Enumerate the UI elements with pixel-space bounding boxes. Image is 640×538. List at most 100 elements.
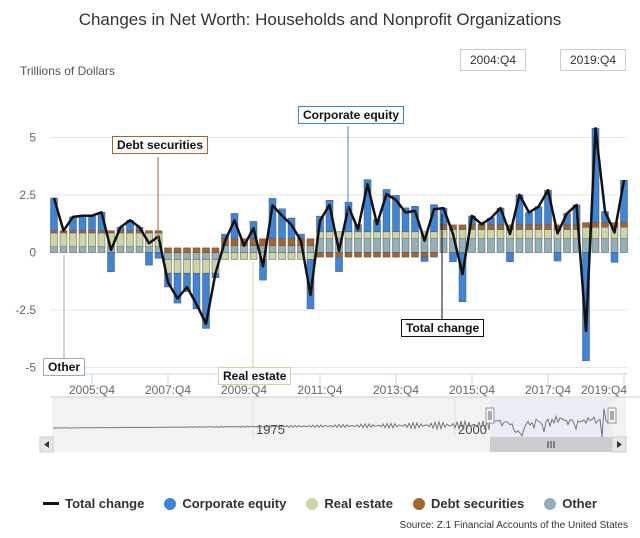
callout-other: Other [43,358,86,376]
bar-real-estate [126,232,134,247]
bar-other [325,238,334,253]
y-tick-label: 0 [29,246,36,260]
bar-corporate-equity [420,256,429,262]
bar-real-estate [135,232,144,247]
bar-other [392,238,400,253]
bar-real-estate [278,252,286,260]
bar-other [230,245,239,253]
x-tick-label: 2005:Q4 [69,383,115,397]
legend-label: Corporate equity [182,496,287,511]
navigator-handle[interactable] [485,407,495,424]
bar-debt-securities [344,252,353,258]
bar-real-estate [202,259,210,274]
bar-real-estate [591,226,600,239]
bar-real-estate [344,231,353,239]
bar-other [553,238,562,253]
bar-debt-securities [126,230,134,234]
bar-other [126,246,134,253]
legend-label: Real estate [324,496,393,511]
bar-other [69,246,77,253]
y-tick-label: -2.5 [15,303,36,317]
bar-other [78,246,87,253]
bar-corporate-equity [525,212,533,226]
bar-debt-securities [78,230,87,234]
bar-debt-securities [373,252,381,258]
arrow-left-icon [44,441,49,448]
bar-debt-securities [268,238,277,246]
bar-real-estate [69,232,77,247]
bar-debt-securities [439,224,448,230]
bar-debt-securities [69,230,77,234]
bar-corporate-equity [88,215,96,231]
x-tick-label: 2017:Q4 [525,383,571,397]
bar-debt-securities [582,222,590,228]
navigator-handle[interactable] [607,407,617,424]
bar-real-estate [78,232,87,247]
bar-other [202,252,210,260]
bar-debt-securities [392,252,400,258]
bar-other [468,238,476,253]
bar-other [544,238,552,253]
bar-other [610,238,619,253]
bar-real-estate [325,231,334,239]
bar-corporate-equity [610,252,619,263]
x-tick-label: 2011:Q4 [297,383,342,397]
bar-debt-securities [363,252,372,258]
bar-real-estate [439,229,448,239]
legend-item-total-change[interactable]: Total change [43,496,144,511]
bar-other [401,238,410,253]
x-tick-label: 2007:Q4 [145,383,191,397]
bar-real-estate [534,229,543,239]
x-tick-label: 2009:Q4 [221,383,267,397]
bar-other [97,246,106,253]
bar-other [563,238,571,253]
bar-other [354,238,362,253]
legend: Total change Corporate equity Real estat… [0,496,640,511]
legend-item-other[interactable]: Other [544,496,597,511]
bar-other [135,246,144,253]
y-axis-title: Trillions of Dollars [20,64,115,78]
bar-debt-securities [316,252,324,258]
bar-debt-securities [401,252,410,258]
bar-debt-securities [306,238,315,246]
y-tick-label: 2.5 [19,188,36,202]
bar-real-estate [496,229,505,239]
bar-other [373,238,381,253]
bar-corporate-equity [173,272,182,304]
line-marker-icon [43,502,60,505]
bar-other [487,238,495,253]
bar-real-estate [458,229,467,239]
x-tick-label: 2019:Q4 [581,383,627,397]
navigator-tick-label: 1975 [256,422,285,437]
bar-debt-securities [563,224,571,230]
bar-debt-securities [411,252,419,258]
bar-debt-securities [192,247,201,253]
bar-real-estate [525,229,533,239]
bar-debt-securities [601,222,609,228]
bar-debt-securities [430,252,438,258]
bar-debt-securities [211,247,220,253]
bar-other [145,246,153,253]
bar-corporate-equity [268,198,277,239]
legend-item-debt-securities[interactable]: Debt securities [413,496,524,511]
bar-other [458,238,467,253]
bar-corporate-equity [392,195,400,233]
callout-total-change: Total change [401,319,485,337]
legend-item-real-estate[interactable]: Real estate [306,496,393,511]
source-note: Source: Z.1 Financial Accounts of the Un… [399,520,628,531]
range-to-input[interactable]: 2019:Q4 [560,49,626,71]
bar-real-estate [59,232,68,247]
circle-marker-icon [413,497,425,510]
bar-debt-securities [591,222,600,228]
total-change-line [52,127,626,333]
legend-item-corporate-equity[interactable]: Corporate equity [164,496,286,511]
bar-debt-securities [487,224,495,230]
bar-real-estate [230,252,239,260]
bar-real-estate [582,226,590,239]
bar-real-estate [620,226,628,239]
range-from-input[interactable]: 2004:Q4 [460,49,526,71]
scrollbar-track[interactable] [52,437,626,452]
callout-corporate-equity: Corporate equity [298,106,405,124]
bar-real-estate [401,231,410,239]
bar-other [534,238,543,253]
